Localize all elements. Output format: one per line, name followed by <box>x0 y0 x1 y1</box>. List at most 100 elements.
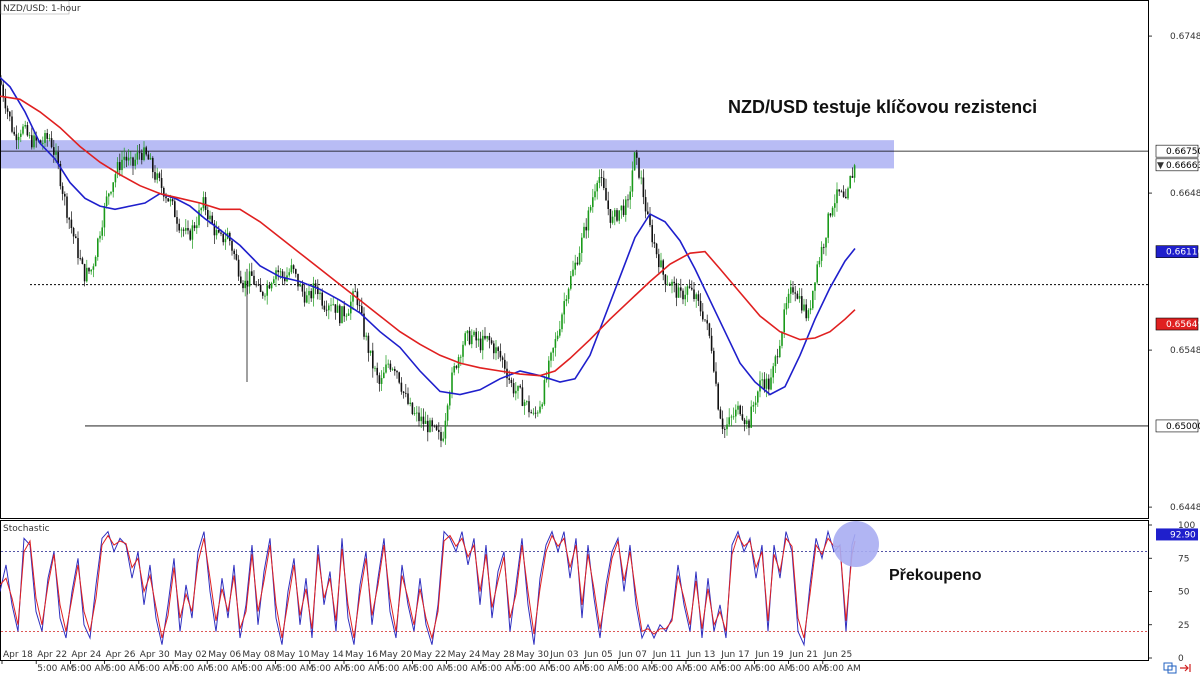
x-tick-label: Apr 18 <box>3 650 33 660</box>
candle-body <box>235 253 238 260</box>
candle-body <box>576 262 579 265</box>
candle-body <box>215 229 218 236</box>
candle-body <box>440 432 442 441</box>
x-time-label: 5:00 AM <box>140 664 177 674</box>
candle-body <box>609 209 612 223</box>
price-label-text: 0.65000 <box>1166 422 1200 432</box>
candle-body <box>400 382 403 392</box>
candle-body <box>592 197 594 208</box>
candle-body <box>389 363 392 370</box>
candle-body <box>605 188 607 201</box>
candle-body <box>444 420 447 439</box>
candle-body <box>746 420 748 425</box>
candle-body <box>361 306 363 314</box>
candle-body <box>532 412 535 414</box>
x-time-label: 5:00 AM <box>277 664 314 674</box>
candle-body <box>433 425 436 427</box>
candle-body <box>240 276 242 283</box>
candle-body <box>677 287 680 298</box>
moving-average-blue <box>0 76 856 396</box>
candle-body <box>499 351 502 358</box>
x-time-label: 5:00 AM <box>37 664 74 674</box>
x-time-label: 5:00 AM <box>448 664 485 674</box>
candle-body <box>435 425 438 430</box>
stochastic-tick-label: 75 <box>1178 554 1189 564</box>
candle-body <box>336 305 339 313</box>
candle-body <box>53 147 55 155</box>
candle-body <box>180 229 183 231</box>
candle-body <box>449 393 451 406</box>
x-time-label: 5:00 AM <box>516 664 553 674</box>
x-tick-label: May 24 <box>448 650 481 660</box>
candle-body <box>633 152 636 171</box>
x-time-label: 5:00 AM <box>755 664 792 674</box>
candle-body <box>323 305 326 310</box>
candle-body <box>383 372 385 379</box>
candle-body <box>2 84 4 98</box>
candle-body <box>310 291 312 299</box>
candle-body <box>840 191 843 193</box>
candle-body <box>420 416 422 422</box>
candle-body <box>519 385 521 388</box>
candle-body <box>801 296 803 311</box>
x-tick-label: May 10 <box>277 650 310 660</box>
chart-window-icon[interactable] <box>1163 662 1177 674</box>
price-label-text: 0.66663 <box>1166 161 1200 171</box>
candle-body <box>281 271 284 278</box>
x-tick-label: May 30 <box>516 650 549 660</box>
candle-body <box>812 290 814 309</box>
candle-body <box>345 315 348 317</box>
candle-body <box>171 199 174 202</box>
candle-body <box>838 189 840 192</box>
candle-body <box>92 266 95 270</box>
candle-body <box>246 280 249 287</box>
price-label-box <box>1155 245 1199 258</box>
candle-body <box>424 420 427 424</box>
stochastic-main-line <box>0 529 856 647</box>
candle-body <box>224 238 227 243</box>
candle-body <box>831 207 834 216</box>
candle-body <box>299 284 301 287</box>
candle-body <box>13 131 15 135</box>
candle-body <box>97 238 99 257</box>
candle-body <box>587 210 590 231</box>
candle-body <box>182 229 185 231</box>
stochastic-tick-label: 50 <box>1178 588 1190 598</box>
candle-body <box>141 152 143 160</box>
candle-body <box>143 147 145 160</box>
x-time-label: 5:00 AM <box>653 664 690 674</box>
candle-body <box>119 162 121 171</box>
candle-body <box>541 404 543 407</box>
candle-body <box>565 299 568 302</box>
candle-body <box>638 157 640 178</box>
candle-body <box>61 186 64 194</box>
candle-body <box>6 108 9 112</box>
stochastic-tick-label: 25 <box>1178 621 1189 631</box>
candle-body <box>268 285 271 289</box>
candle-body <box>105 196 108 207</box>
candle-body <box>669 284 671 286</box>
candle-body <box>504 359 506 369</box>
x-tick-label: Apr 24 <box>71 650 101 660</box>
x-tick-label: May 08 <box>242 650 275 660</box>
candle-body <box>706 320 708 324</box>
candle-body <box>724 428 726 430</box>
candle-body <box>649 214 651 226</box>
y-tick-label: 0.66483 <box>1170 189 1200 199</box>
arrows-icon[interactable] <box>1180 664 1191 672</box>
candle-body <box>123 156 125 160</box>
candle-body <box>662 260 664 275</box>
candle-body <box>748 420 750 428</box>
price-marker: ▼ <box>1157 161 1164 171</box>
x-tick-label: Jun 17 <box>720 650 749 660</box>
candle-body <box>114 174 117 183</box>
candle-body <box>317 286 319 295</box>
candle-body <box>213 223 216 236</box>
candle-body <box>686 286 689 295</box>
candle-body <box>75 236 77 239</box>
candle-body <box>497 347 499 352</box>
candle-body <box>103 206 106 228</box>
candle-body <box>851 175 854 178</box>
candle-body <box>647 211 649 215</box>
candle-body <box>501 357 504 360</box>
